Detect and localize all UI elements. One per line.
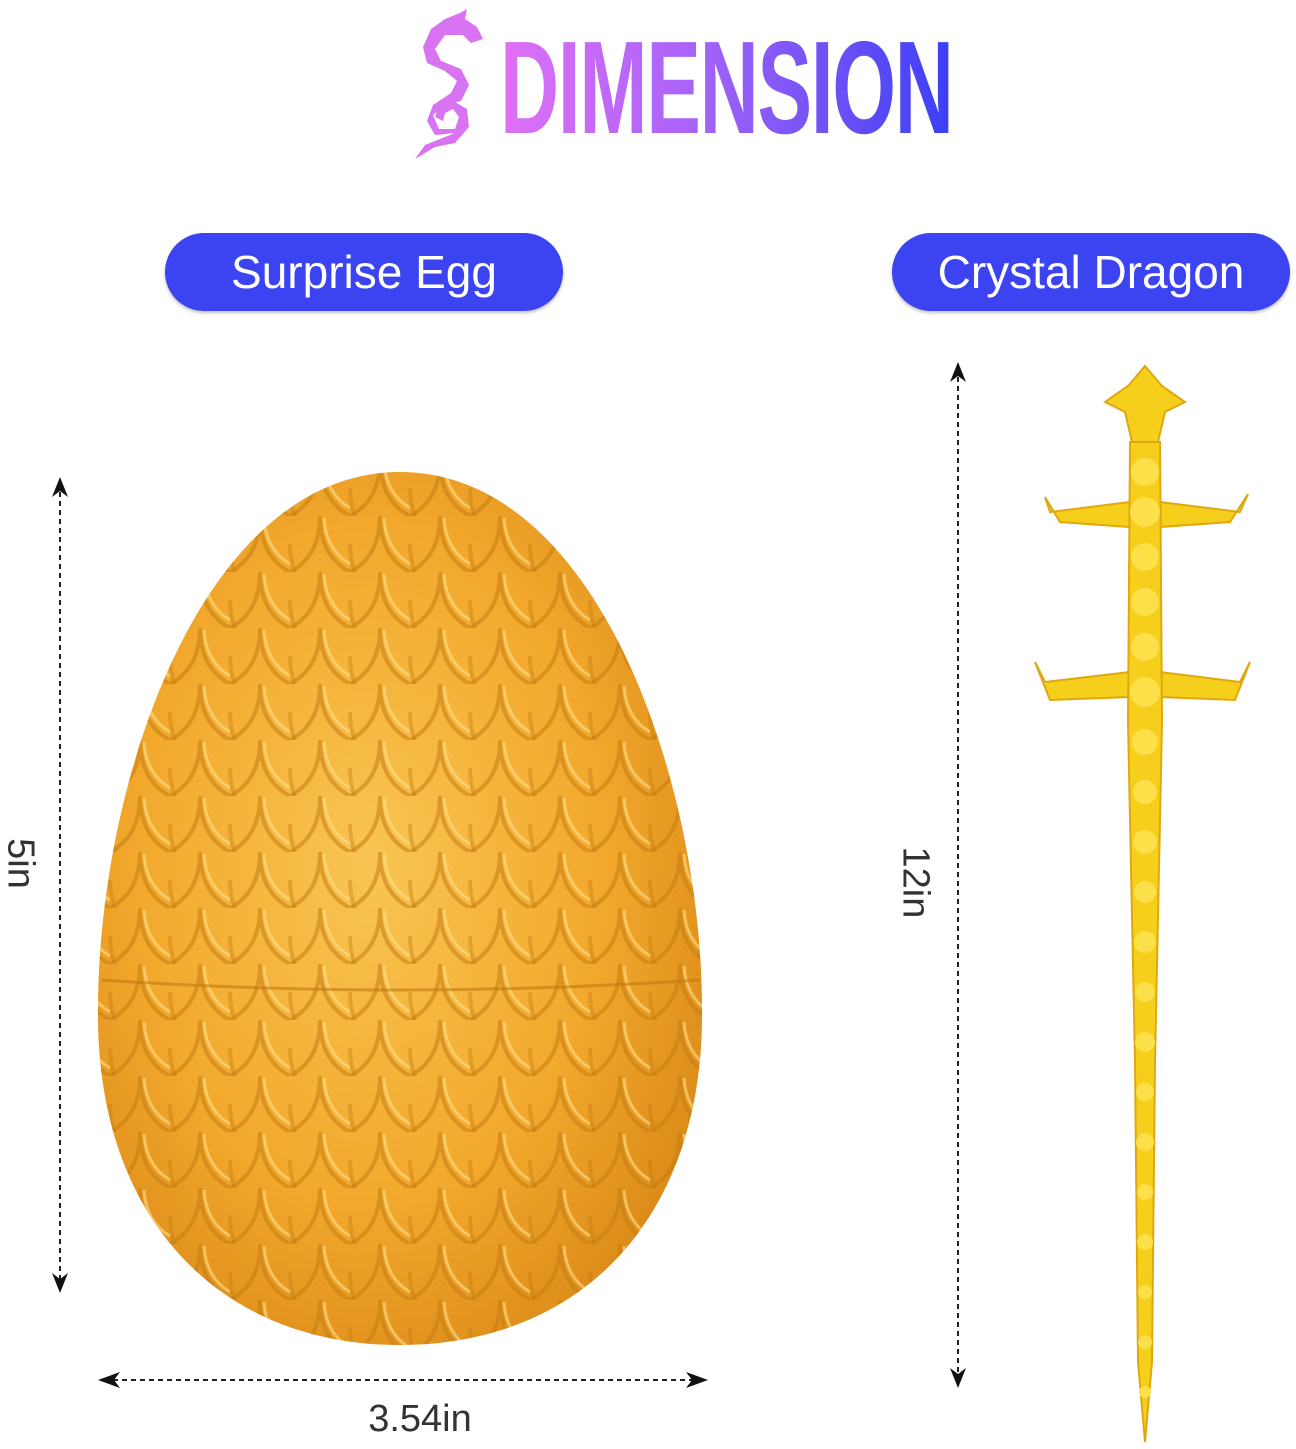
egg-width-label: 3.54in — [368, 1398, 472, 1440]
dragon-length-arrow — [950, 362, 966, 1388]
dragon-logo-icon — [415, 9, 483, 159]
dragon-length-label: 12in — [894, 846, 937, 919]
brand-logo-text: DIMENSION — [500, 14, 954, 161]
surprise-egg-label: Surprise Egg — [165, 233, 563, 311]
egg-width-arrow — [98, 1372, 708, 1388]
egg-height-arrow — [52, 477, 68, 1293]
egg-height-label: 5in — [0, 838, 42, 889]
crystal-dragon-label: Crystal Dragon — [892, 233, 1290, 311]
crystal-dragon-image — [1034, 364, 1251, 1443]
egg-image — [97, 472, 703, 1345]
